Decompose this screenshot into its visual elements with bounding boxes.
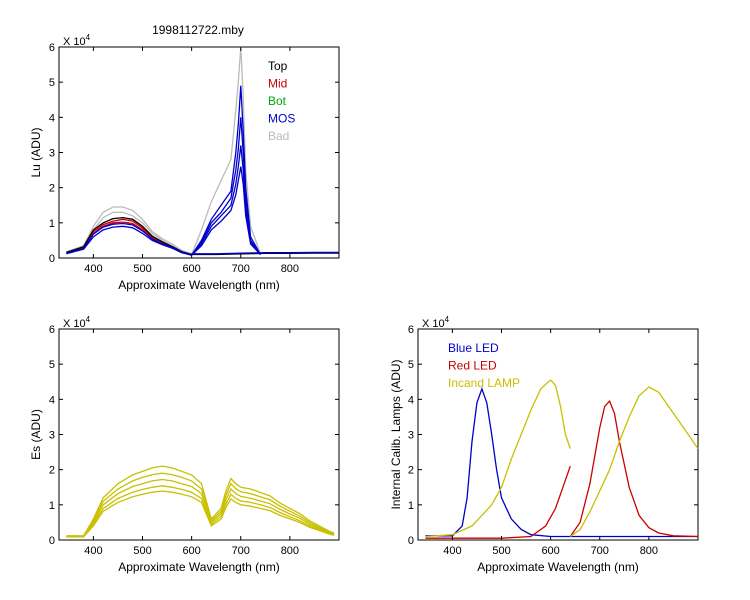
lu-legend-bad: Bad — [268, 129, 289, 143]
lu-y-tick-label: 4 — [49, 112, 55, 124]
lamps-ticks-layer: 400 500 600 700 800 0 1 2 3 4 5 6 — [408, 324, 698, 557]
es-y-tick-label: 3 — [49, 430, 55, 442]
lu-x-tick-label: 800 — [281, 263, 299, 275]
lu-x-tick-label: 600 — [182, 263, 200, 275]
es-series-line-4 — [66, 490, 335, 538]
lu-panel: 400 500 600 700 800 0 1 2 3 4 5 6 Approximate Wavel… — [29, 33, 340, 292]
es-ticks-layer: 400 500 600 700 800 0 1 2 3 4 5 6 — [49, 324, 339, 557]
lu-x-tick-label: 500 — [133, 263, 151, 275]
lu-series-layer — [66, 46, 339, 256]
es-y-multiplier-base: X 10 — [63, 318, 86, 330]
lamps-y-tick-label: 2 — [408, 465, 414, 477]
lamps-x-tick-label: 800 — [640, 545, 658, 557]
lu-plot-area — [58, 46, 340, 259]
lu-series-mos-13 — [191, 251, 339, 255]
lamps-legend-incand-lamp: Incand LAMP — [448, 376, 520, 390]
lamps-x-tick-label: 500 — [492, 545, 510, 557]
chart-title: 1998112722.mby — [152, 23, 244, 37]
es-y-tick-label: 0 — [49, 535, 55, 547]
lu-y-tick-label: 2 — [49, 183, 55, 195]
lu-legend-top: Top — [268, 59, 288, 73]
es-x-tick-label: 400 — [84, 545, 102, 557]
lu-series-mos-11 — [191, 145, 261, 256]
lu-y-tick-label: 0 — [49, 253, 55, 265]
lamps-y-multiplier: X 104 — [422, 315, 450, 330]
lu-series-mos-10 — [191, 117, 261, 256]
lamps-series-incand-lamp-4 — [569, 386, 699, 538]
lamps-x-tick-label: 600 — [541, 545, 559, 557]
lu-y-tick-label: 5 — [49, 77, 55, 89]
lamps-y-tick-label: 4 — [408, 394, 414, 406]
lamps-x-axis-label: Approximate Wavelength (nm) — [477, 560, 639, 574]
lu-x-axis-label: Approximate Wavelength (nm) — [118, 278, 280, 292]
lamps-y-tick-label: 6 — [408, 324, 414, 336]
es-x-tick-label: 600 — [182, 545, 200, 557]
es-panel: 400 500 600 700 800 0 1 2 3 4 5 6 Approximate Wavel… — [29, 315, 340, 574]
lamps-series-incand-lamp-3 — [425, 379, 571, 538]
lamps-x-tick-label: 400 — [443, 545, 461, 557]
es-y-tick-label: 4 — [49, 394, 55, 406]
lu-y-axis-label: Lu (ADU) — [29, 127, 43, 177]
lu-y-multiplier: X 104 — [63, 33, 91, 48]
lamps-y-multiplier-base: X 10 — [422, 318, 445, 330]
es-y-multiplier: X 104 — [63, 315, 91, 330]
es-x-tick-label: 700 — [232, 545, 250, 557]
es-series-line-1 — [66, 472, 335, 537]
es-x-tick-label: 800 — [281, 545, 299, 557]
lu-y-multiplier-exp: 4 — [86, 33, 91, 42]
es-y-tick-label: 1 — [49, 500, 55, 512]
lu-legend-mos: MOS — [268, 112, 295, 126]
lu-ticks-layer: 400 500 600 700 800 0 1 2 3 4 5 6 — [49, 42, 339, 275]
lu-series-bad-0 — [66, 206, 192, 255]
lu-x-tick-label: 400 — [84, 263, 102, 275]
lamps-legend-blue-led: Blue LED — [448, 341, 499, 355]
es-y-multiplier-exp: 4 — [86, 315, 91, 324]
lu-y-tick-label: 1 — [49, 218, 55, 230]
lamps-y-multiplier-exp: 4 — [445, 315, 450, 324]
lu-series-bad-2 — [190, 46, 262, 255]
lamps-legend-red-led: Red LED — [448, 359, 497, 373]
lamps-panel: 400 500 600 700 800 0 1 2 3 4 5 6 Approximate Wavel… — [389, 315, 699, 574]
lu-series-top-6 — [191, 252, 339, 256]
lu-series-mos-12 — [191, 166, 261, 256]
es-series-layer — [66, 465, 335, 538]
lamps-y-tick-label: 0 — [408, 535, 414, 547]
lamps-y-tick-label: 1 — [408, 500, 414, 512]
lu-series-top-5 — [66, 216, 192, 256]
es-plot-area — [58, 328, 340, 541]
es-y-tick-label: 6 — [49, 324, 55, 336]
lu-legend: Top Mid Bot MOS Bad — [268, 59, 295, 143]
lu-y-tick-label: 3 — [49, 148, 55, 160]
lu-legend-bot: Bot — [268, 94, 287, 108]
lu-series-mos-9 — [191, 85, 261, 256]
es-y-axis-label: Es (ADU) — [29, 409, 43, 460]
lamps-y-tick-label: 3 — [408, 430, 414, 442]
lamps-y-axis-label: Internal Calib. Lamps (ADU) — [389, 359, 403, 509]
lamps-plot-area — [417, 328, 699, 541]
lamps-legend: Blue LED Red LED Incand LAMP — [448, 341, 520, 390]
es-series-line-2 — [66, 478, 335, 538]
es-y-tick-label: 2 — [49, 465, 55, 477]
lu-y-tick-label: 6 — [49, 42, 55, 54]
es-series-line-3 — [66, 485, 335, 538]
lamps-y-tick-label: 5 — [408, 359, 414, 371]
lu-x-tick-label: 700 — [232, 263, 250, 275]
es-series-line-0 — [66, 465, 335, 537]
lu-y-multiplier-base: X 10 — [63, 36, 86, 48]
lamps-x-tick-label: 700 — [591, 545, 609, 557]
lu-legend-mid: Mid — [268, 77, 287, 91]
es-y-tick-label: 5 — [49, 359, 55, 371]
lu-series-mos-8 — [66, 222, 192, 256]
lu-series-mos-7 — [66, 225, 192, 256]
es-x-axis-label: Approximate Wavelength (nm) — [118, 560, 280, 574]
lamps-series-red-led-2 — [569, 399, 699, 538]
es-x-tick-label: 500 — [133, 545, 151, 557]
